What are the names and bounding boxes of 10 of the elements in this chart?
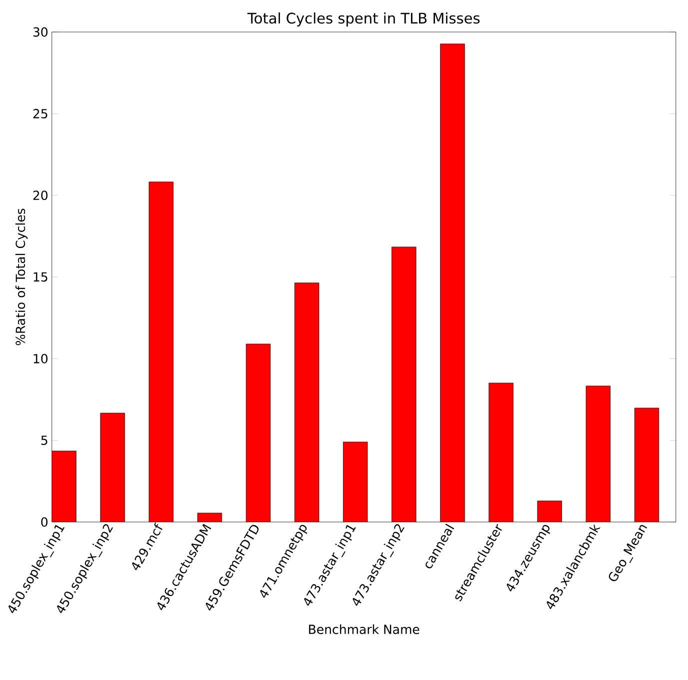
y-tick-label: 30 [33,27,48,37]
x-axis-title: Benchmark Name [309,624,420,634]
y-tick-label: 10 [34,354,48,364]
y-tick-label: 20 [33,190,48,200]
y-tick-label: 15 [34,272,48,282]
chart-title: Total Cycles spent in TLB Misses [247,12,480,26]
y-tick-label: 0 [41,517,48,527]
y-axis-title: %Ratio of Total Cycles [15,208,28,346]
y-tick-label: 5 [41,436,48,445]
y-tick-label: 25 [33,108,48,118]
